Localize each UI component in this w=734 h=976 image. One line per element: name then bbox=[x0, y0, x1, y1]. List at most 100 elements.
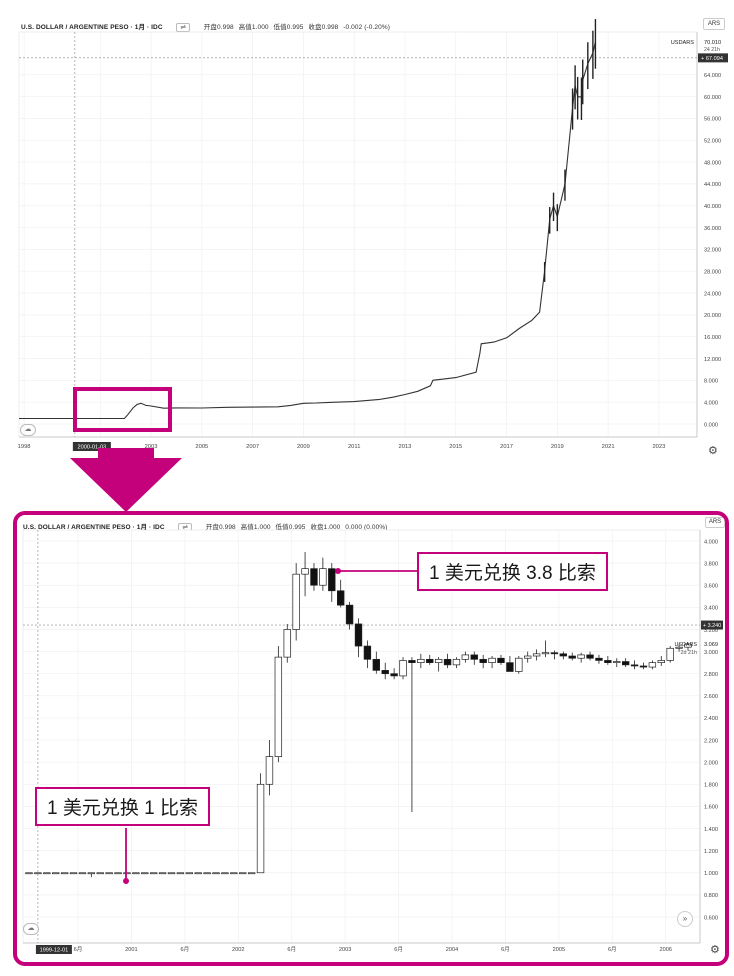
candle-body bbox=[194, 872, 202, 875]
bottom-chart-pane[interactable]: U.S. DOLLAR / ARGENTINE PESO · 1月 · IDC … bbox=[13, 511, 729, 966]
candle-body bbox=[497, 657, 505, 663]
candle-body bbox=[336, 590, 345, 606]
low-rate-callout-text: 1 美元兑换 1 比索 bbox=[47, 798, 198, 819]
zoom-highlight-box bbox=[73, 387, 172, 432]
top-symbol-tag: USDARS bbox=[671, 40, 695, 46]
top-y-tick-label: 64.000 bbox=[704, 73, 721, 79]
bottom-currency-button[interactable]: ARS bbox=[705, 517, 725, 528]
top-y-tick-label: 12.000 bbox=[704, 357, 721, 363]
bottom-x-tick-label: 6月 bbox=[180, 946, 189, 953]
bottom-symbol-tag: USDARS bbox=[675, 642, 698, 648]
bottom-y-tick-label: 4.000 bbox=[704, 539, 718, 545]
top-y-tick-label: 28.000 bbox=[704, 270, 721, 276]
candle-body bbox=[675, 646, 683, 649]
top-price-chart[interactable]: 64.000 60.000 56.000 52.000 48.000 44.000 40.0… bbox=[0, 0, 734, 465]
top-y-tick-label: 4.000 bbox=[704, 400, 718, 406]
top-price-line bbox=[19, 41, 596, 420]
candle-body bbox=[630, 664, 639, 667]
candle-body bbox=[158, 872, 167, 875]
top-cloud-icon[interactable]: ☁ bbox=[20, 424, 36, 436]
bottom-y-tick-label: 3.800 bbox=[704, 561, 718, 567]
top-y-tick-label: 52.000 bbox=[704, 139, 721, 145]
top-collapse-button[interactable]: ⇌ bbox=[176, 23, 190, 32]
top-cursor-date-label: 2000-01-03 bbox=[78, 445, 107, 451]
bottom-y-tick-label: 3.200 bbox=[704, 628, 718, 634]
candle-body bbox=[167, 872, 176, 875]
bottom-cloud-icon[interactable]: ☁ bbox=[23, 923, 39, 935]
low-rate-callout: 1 美元兑换 1 比索 bbox=[35, 787, 210, 826]
top-x-tick-label: 1998 bbox=[18, 444, 31, 450]
top-crosshair-price-box bbox=[698, 53, 728, 63]
candle-body bbox=[443, 658, 452, 666]
top-y-tick-label: 56.000 bbox=[704, 117, 721, 123]
candle-body bbox=[515, 657, 523, 672]
candle-body bbox=[256, 783, 265, 874]
top-x-tick-label: 2013 bbox=[399, 444, 412, 450]
bottom-x-tick-label: 2005 bbox=[553, 947, 565, 953]
bottom-scroll-right-button[interactable]: » bbox=[677, 911, 693, 927]
bottom-low-value: 低值0.995 bbox=[275, 524, 306, 531]
candle-body bbox=[239, 872, 247, 875]
candle-body bbox=[176, 872, 185, 875]
candle-body bbox=[470, 654, 478, 660]
bottom-x-tick-label: 6月 bbox=[74, 946, 83, 953]
top-currency-button[interactable]: ARS bbox=[703, 18, 725, 30]
candle-body bbox=[524, 655, 532, 659]
top-cursor-date-box bbox=[72, 442, 111, 451]
candle-body bbox=[550, 652, 559, 655]
bottom-cursor-date-box bbox=[35, 945, 72, 954]
bottom-settings-button[interactable]: ⚙ bbox=[710, 944, 720, 956]
candle-body bbox=[354, 623, 363, 647]
candle-body bbox=[230, 872, 238, 875]
candle-body bbox=[203, 872, 211, 875]
bottom-x-tick-label: 2002 bbox=[232, 947, 244, 953]
bottom-x-tick-label: 6月 bbox=[394, 946, 403, 953]
top-x-tick-label: 2017 bbox=[500, 444, 513, 450]
candle-body bbox=[639, 665, 648, 668]
top-x-tick-label: 2023 bbox=[652, 444, 665, 450]
top-x-tick-label: 2007 bbox=[246, 444, 259, 450]
bottom-x-tick-label: 2004 bbox=[446, 947, 458, 953]
bottom-countdown-label: 2d 21h bbox=[681, 650, 698, 656]
bottom-y-tick-label: 3.600 bbox=[704, 584, 718, 590]
top-x-tick-label: 2005 bbox=[195, 444, 208, 450]
top-settings-button[interactable]: ⚙ bbox=[708, 445, 718, 457]
candle-body bbox=[684, 643, 692, 648]
top-high-value: 高值1.000 bbox=[238, 24, 269, 31]
top-y-tick-label: 20.000 bbox=[704, 313, 721, 319]
bottom-x-tick-label: 2006 bbox=[660, 947, 672, 953]
candle-body bbox=[132, 872, 140, 875]
candle-body bbox=[648, 662, 657, 668]
top-y-tick-label: 48.000 bbox=[704, 160, 721, 166]
candle-body bbox=[60, 872, 69, 875]
top-y-tick-label: 32.000 bbox=[704, 248, 721, 254]
candle-body bbox=[141, 872, 149, 875]
top-open-value: 开盘0.998 bbox=[203, 24, 234, 31]
candle-body bbox=[292, 573, 300, 630]
candle-body bbox=[577, 654, 585, 659]
top-ohlc-readout: 开盘0.998 高值1.000 低值0.995 收盘0.998 -0.002 (… bbox=[204, 24, 393, 31]
candle-body bbox=[34, 872, 42, 875]
top-chart-pane[interactable]: U.S. DOLLAR / ARGENTINE PESO · 1月 · IDC … bbox=[0, 0, 734, 465]
top-crosshair-price-label: + 67.094 bbox=[701, 56, 723, 62]
top-low-value: 低值0.995 bbox=[273, 24, 304, 31]
candle-body bbox=[319, 568, 327, 586]
top-y-tick-label: 44.000 bbox=[704, 182, 721, 188]
candle-body bbox=[274, 656, 283, 757]
top-symbol-title: U.S. DOLLAR / ARGENTINE PESO · 1月 · IDC bbox=[21, 24, 163, 31]
bottom-candlestick-chart[interactable]: 4.000 3.800 3.600 3.400 3.200 3.000 2.800 2.600… bbox=[17, 515, 725, 962]
top-x-tick-label: 2019 bbox=[551, 444, 564, 450]
top-close-value: 收盘0.998 bbox=[308, 24, 339, 31]
top-x-tick-label: 2009 bbox=[297, 444, 310, 450]
top-y-tick-label: 60.000 bbox=[704, 95, 721, 101]
top-x-tick-label: 2011 bbox=[348, 444, 360, 450]
candle-body bbox=[488, 657, 496, 663]
bottom-x-tick-label: 6月 bbox=[608, 946, 617, 953]
bottom-last-price-label: 3.069 bbox=[704, 642, 718, 648]
bottom-x-tick-label: 6月 bbox=[287, 946, 296, 953]
candle-body bbox=[123, 872, 131, 875]
candle-body bbox=[657, 660, 665, 663]
bottom-y-tick-label: 3.000 bbox=[704, 650, 718, 656]
candle-body bbox=[586, 654, 594, 659]
bottom-y-tick-label: 2.800 bbox=[704, 672, 718, 678]
